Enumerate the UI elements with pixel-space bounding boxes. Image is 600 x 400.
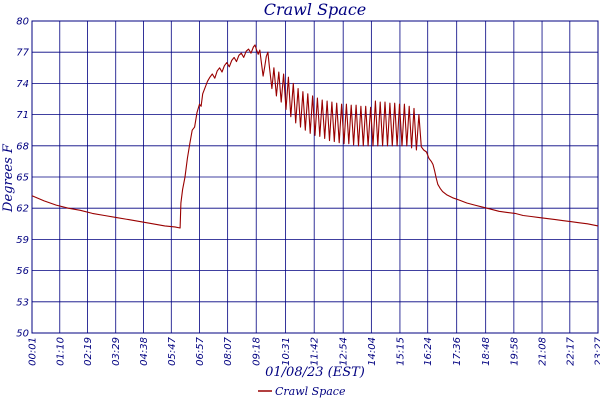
x-tick-label: 16:24 xyxy=(423,337,434,366)
x-tick-label: 17:36 xyxy=(452,337,463,366)
x-tick-label: 04:38 xyxy=(139,337,150,366)
x-tick-label: 14:04 xyxy=(367,337,378,366)
x-tick-label: 18:48 xyxy=(481,337,492,366)
y-tick-label: 62 xyxy=(16,204,29,215)
legend: Crawl Space xyxy=(258,385,346,398)
x-tick-label: 00:01 xyxy=(28,337,39,366)
x-tick-label: 09:18 xyxy=(252,337,263,366)
series-layer xyxy=(31,44,599,229)
y-axis-ticks: 80 77 74 71 68 65 62 59 56 53 50 xyxy=(16,17,29,340)
x-tick-label: 02:19 xyxy=(83,337,94,366)
x-axis-ticks: 00:01 01:10 02:19 03:29 04:38 05:47 06:57 08:07… xyxy=(28,336,600,365)
x-tick-label: 01:10 xyxy=(55,337,66,366)
y-tick-label: 65 xyxy=(16,173,29,184)
y-tick-label: 53 xyxy=(16,297,29,308)
y-tick-label: 74 xyxy=(16,79,29,90)
x-tick-label: 12:54 xyxy=(339,337,350,366)
y-tick-label: 59 xyxy=(16,235,29,246)
x-tick-label: 08:07 xyxy=(223,336,234,365)
y-tick-label: 50 xyxy=(16,329,29,340)
y-tick-label: 56 xyxy=(16,266,29,277)
x-tick-label: 10:31 xyxy=(281,337,292,366)
x-axis-title: 01/08/23 (EST) xyxy=(265,365,365,380)
y-axis-title: Degrees F xyxy=(1,143,16,213)
x-tick-label: 15:15 xyxy=(395,337,406,366)
legend-label: Crawl Space xyxy=(275,385,346,398)
grid xyxy=(31,20,599,334)
x-tick-label: 06:57 xyxy=(195,336,206,365)
y-tick-label: 68 xyxy=(16,141,29,152)
x-tick-label: 11:42 xyxy=(310,337,321,366)
x-tick-label: 23:27 xyxy=(594,336,600,365)
x-tick-label: 22:17 xyxy=(565,336,576,365)
x-tick-label: 05:47 xyxy=(167,336,178,365)
x-tick-label: 03:29 xyxy=(111,337,122,366)
y-tick-label: 80 xyxy=(16,17,29,28)
series-line-crawl-space xyxy=(31,44,599,229)
x-tick-label: 21:08 xyxy=(538,337,549,366)
x-tick-label: 19:58 xyxy=(509,337,520,366)
chart-title: Crawl Space xyxy=(264,0,367,19)
y-tick-label: 71 xyxy=(16,110,29,121)
y-tick-label: 77 xyxy=(16,48,29,59)
